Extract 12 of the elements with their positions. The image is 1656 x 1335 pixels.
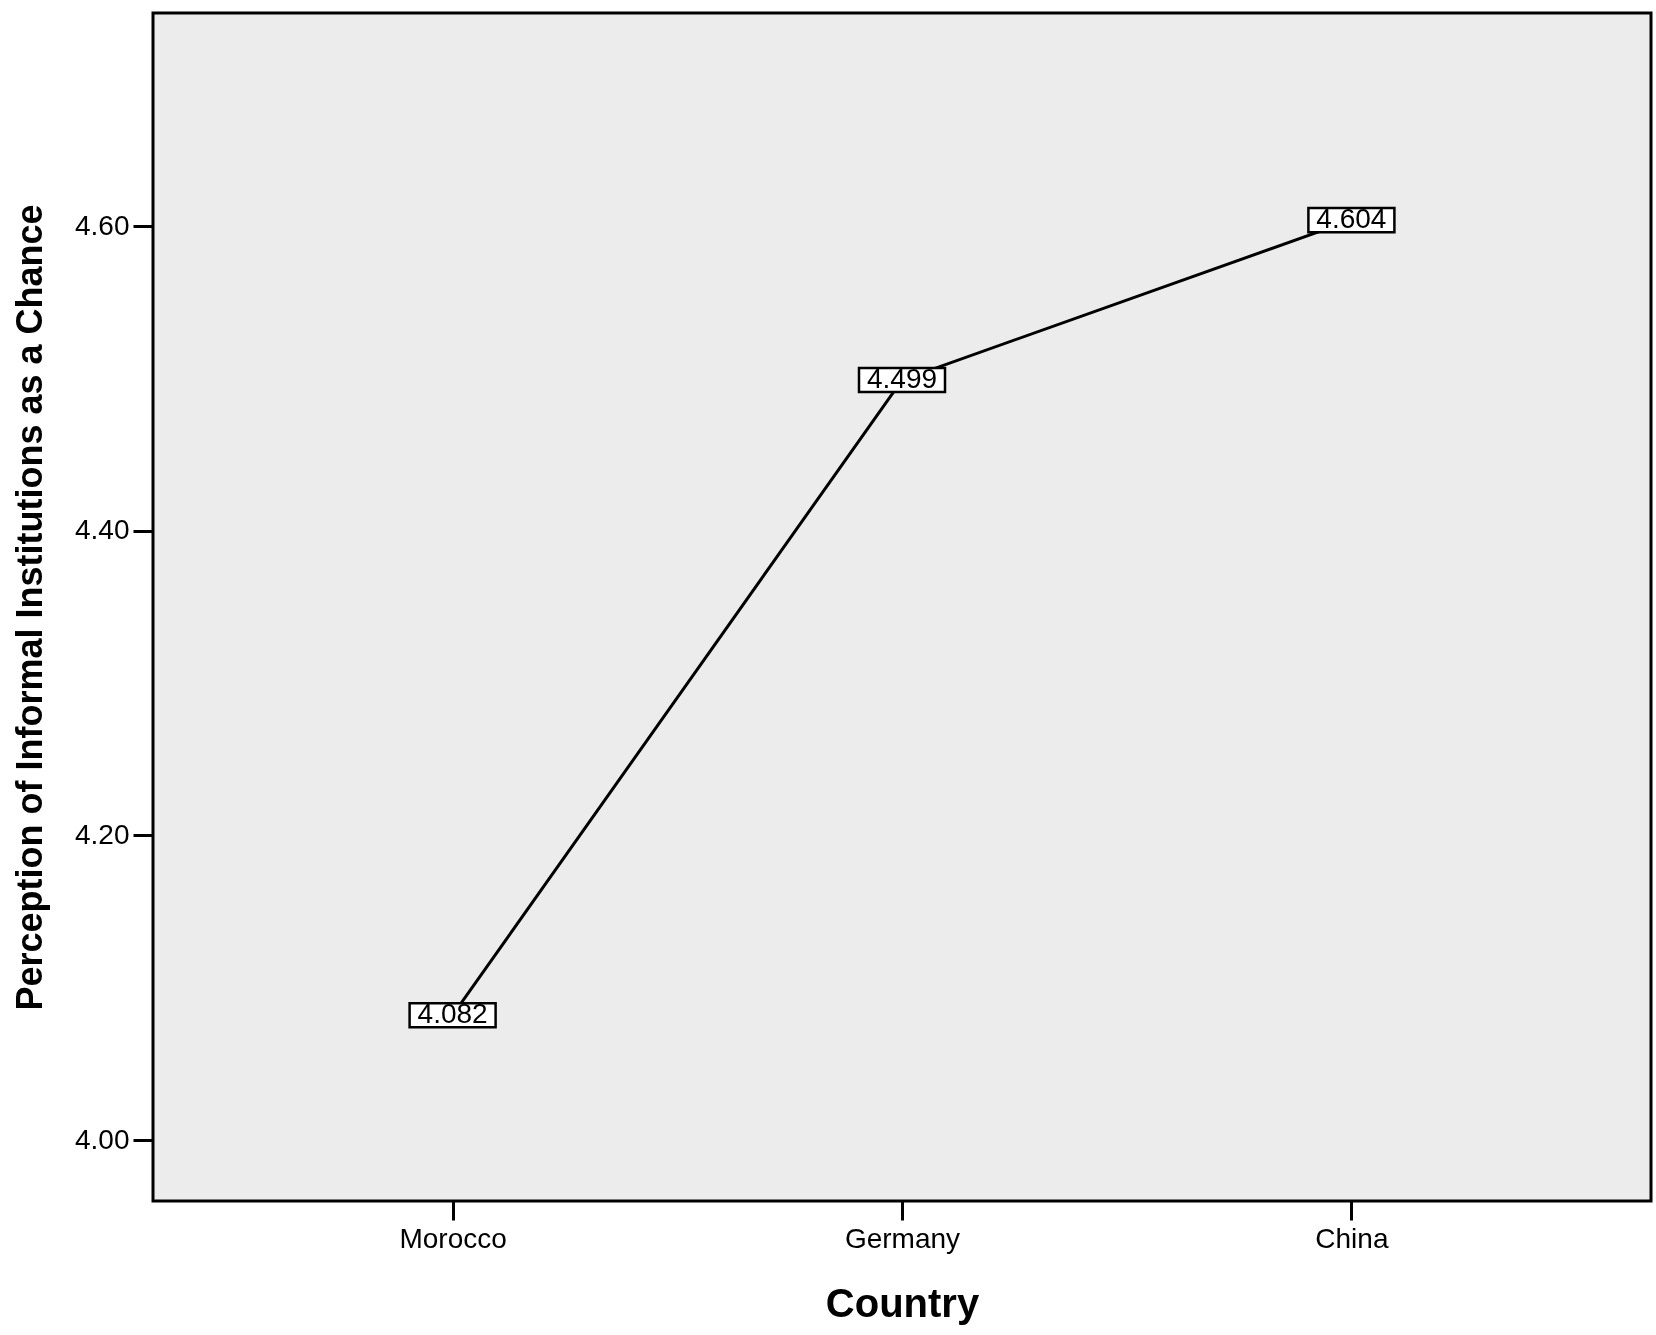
data-label: 4.499 [866, 363, 938, 395]
x-tick-label: Morocco [399, 1222, 507, 1254]
y-tick-label: 4.40 [75, 514, 130, 546]
x-tick-label: Germany [844, 1222, 961, 1254]
data-label: 4.604 [1316, 203, 1387, 235]
y-axis-title: Perception of Informal Institutions as a Chance [8, 204, 50, 1011]
x-axis-title: Country [825, 1280, 980, 1325]
y-tick-label: 4.20 [75, 818, 130, 850]
x-tick-label: China [1315, 1222, 1389, 1254]
y-tick-label: 4.00 [75, 1123, 130, 1155]
data-label: 4.082 [417, 998, 488, 1030]
y-tick-label: 4.60 [75, 209, 130, 241]
